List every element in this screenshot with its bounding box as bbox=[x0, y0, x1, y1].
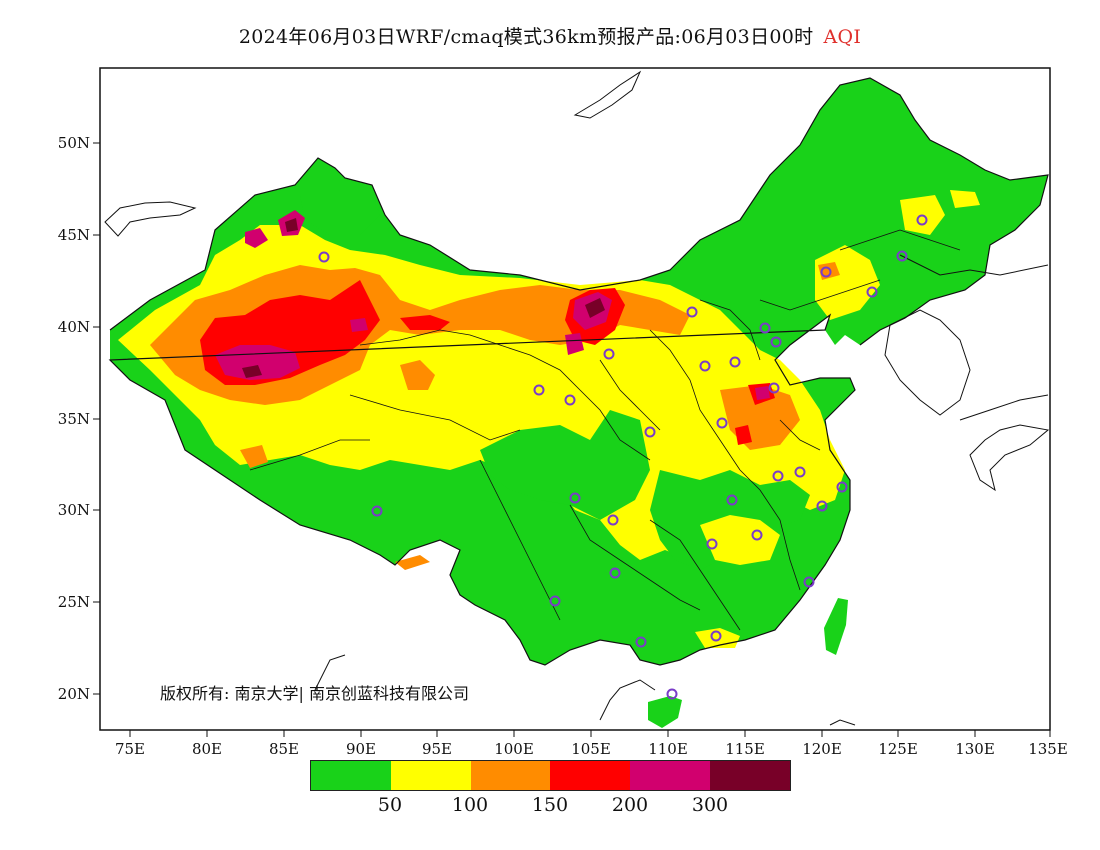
city-marker[interactable] bbox=[794, 466, 806, 478]
legend-swatch-maroon bbox=[710, 761, 790, 790]
city-marker[interactable] bbox=[866, 286, 878, 298]
city-marker[interactable] bbox=[607, 514, 619, 526]
axis-ticks bbox=[93, 142, 1051, 737]
city-marker[interactable] bbox=[564, 394, 576, 406]
maroon-core-tarim bbox=[242, 365, 262, 378]
city-marker[interactable] bbox=[686, 306, 698, 318]
city-marker[interactable] bbox=[816, 500, 828, 512]
province-boundaries bbox=[108, 77, 1049, 666]
legend-label: 150 bbox=[531, 794, 569, 816]
legend-swatch-purple bbox=[630, 761, 711, 790]
city-marker[interactable] bbox=[644, 426, 656, 438]
maroon-core-inner-mongolia bbox=[585, 298, 605, 318]
lon-tick-label: 90E bbox=[346, 740, 376, 758]
lon-tick-label: 125E bbox=[878, 740, 918, 758]
lat-tick-label: 50N bbox=[58, 134, 90, 152]
lon-tick-label: 100E bbox=[494, 740, 534, 758]
lat-tick-label: 20N bbox=[58, 685, 90, 703]
city-marker[interactable] bbox=[751, 529, 763, 541]
lon-tick-label: 80E bbox=[192, 740, 222, 758]
city-marker[interactable] bbox=[729, 356, 741, 368]
city-markers bbox=[318, 214, 928, 700]
lon-tick-label: 135E bbox=[1028, 740, 1068, 758]
lon-tick-label: 95E bbox=[422, 740, 452, 758]
city-marker[interactable] bbox=[770, 336, 782, 348]
city-marker[interactable] bbox=[603, 348, 615, 360]
city-marker[interactable] bbox=[706, 538, 718, 550]
city-marker[interactable] bbox=[820, 266, 832, 278]
city-marker[interactable] bbox=[772, 470, 784, 482]
aqi-legend-bar bbox=[310, 760, 791, 791]
yellow-patch-northeast-3 bbox=[950, 190, 980, 208]
hainan-island bbox=[648, 696, 682, 728]
variable-label: AQI bbox=[823, 26, 862, 48]
legend-swatch-yellow bbox=[390, 761, 471, 790]
city-marker[interactable] bbox=[726, 494, 738, 506]
legend-swatch-orange bbox=[470, 761, 551, 790]
legend-label: 300 bbox=[691, 794, 729, 816]
lat-tick-label: 25N bbox=[58, 593, 90, 611]
map-plot-area bbox=[100, 68, 1050, 730]
city-marker[interactable] bbox=[896, 250, 908, 262]
lon-tick-label: 120E bbox=[802, 740, 842, 758]
map-frame bbox=[99, 67, 1051, 731]
city-marker[interactable] bbox=[371, 505, 383, 517]
lon-tick-label: 85E bbox=[269, 740, 299, 758]
longitude-labels: 75E 80E 85E 90E 95E 100E 105E 110E 115E … bbox=[115, 740, 1068, 758]
legend-swatch-red bbox=[550, 761, 631, 790]
city-marker[interactable] bbox=[318, 251, 330, 263]
orange-patch-qinghai bbox=[400, 360, 435, 390]
city-marker[interactable] bbox=[759, 322, 771, 334]
legend-swatch-green bbox=[311, 761, 391, 790]
legend-label: 200 bbox=[611, 794, 649, 816]
purple-patch-xinjiang-north bbox=[245, 228, 268, 248]
city-marker[interactable] bbox=[666, 688, 678, 700]
city-marker[interactable] bbox=[699, 360, 711, 372]
city-marker[interactable] bbox=[710, 630, 722, 642]
title-text: 2024年06月03日WRF/cmaq模式36km预报产品:06月03日00时 bbox=[238, 26, 814, 48]
city-marker[interactable] bbox=[533, 384, 545, 396]
city-marker[interactable] bbox=[549, 595, 561, 607]
neighbor-coastlines bbox=[104, 70, 1050, 726]
lat-tick-label: 40N bbox=[58, 318, 90, 336]
legend-label: 50 bbox=[377, 794, 403, 816]
lon-tick-label: 75E bbox=[115, 740, 145, 758]
purple-patch-east bbox=[755, 386, 770, 400]
city-marker[interactable] bbox=[635, 636, 647, 648]
city-marker[interactable] bbox=[768, 382, 780, 394]
city-marker[interactable] bbox=[836, 481, 848, 493]
purple-region-tarim bbox=[215, 345, 300, 380]
lat-tick-label: 30N bbox=[58, 501, 90, 519]
city-marker[interactable] bbox=[609, 567, 621, 579]
lon-tick-label: 115E bbox=[725, 740, 765, 758]
city-marker[interactable] bbox=[569, 492, 581, 504]
latitude-labels: 20N 25N 30N 35N 40N 45N 50N bbox=[58, 134, 90, 703]
red-patch-henan bbox=[735, 425, 752, 445]
lon-tick-label: 110E bbox=[648, 740, 688, 758]
copyright-text: 版权所有: 南京大学| 南京创蓝科技有限公司 bbox=[160, 684, 469, 703]
city-marker[interactable] bbox=[916, 214, 928, 226]
lon-tick-label: 105E bbox=[571, 740, 611, 758]
orange-patch-south bbox=[395, 555, 430, 570]
yellow-patch-south bbox=[700, 515, 780, 565]
lat-tick-label: 45N bbox=[58, 226, 90, 244]
taiwan-island bbox=[824, 598, 848, 655]
purple-patch-west bbox=[350, 318, 368, 332]
map-title: 2024年06月03日WRF/cmaq模式36km预报产品:06月03日00时 A… bbox=[0, 22, 1100, 49]
green-pocket-sichuan bbox=[480, 410, 650, 520]
red-patch-east-xinjiang bbox=[400, 315, 450, 330]
legend-labels: 50 100 150 200 300 bbox=[0, 794, 1100, 818]
city-marker[interactable] bbox=[716, 417, 728, 429]
legend-label: 100 bbox=[451, 794, 489, 816]
lat-tick-label: 35N bbox=[58, 410, 90, 428]
green-strip-north bbox=[300, 175, 380, 235]
city-marker[interactable] bbox=[803, 576, 815, 588]
purple-patch-ningxia bbox=[565, 333, 584, 355]
maroon-core-north bbox=[285, 218, 298, 232]
lon-tick-label: 130E bbox=[955, 740, 995, 758]
orange-patch-small bbox=[240, 445, 268, 468]
